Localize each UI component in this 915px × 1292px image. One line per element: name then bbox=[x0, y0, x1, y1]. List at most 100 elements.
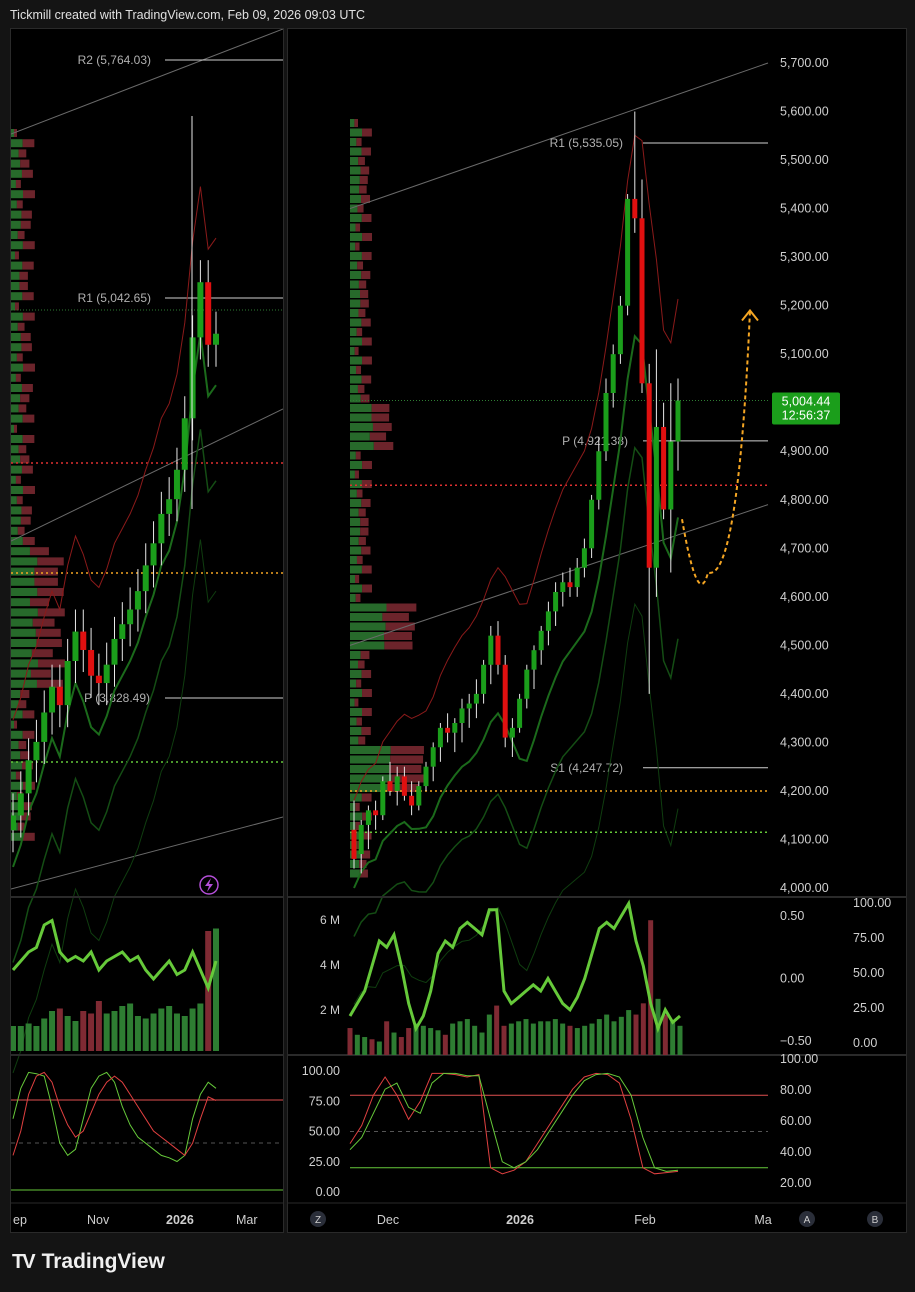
stoch-axis-tick-right: 60.00 bbox=[780, 1114, 811, 1128]
volume-profile-bar bbox=[14, 302, 19, 311]
volume-bar bbox=[582, 1025, 588, 1055]
volume-bar bbox=[64, 1016, 71, 1051]
candle-body bbox=[80, 631, 87, 650]
envelope-band bbox=[12, 186, 217, 720]
volume-profile-bar bbox=[357, 261, 364, 270]
volume-profile-bar bbox=[356, 138, 362, 146]
volume-profile-bar bbox=[17, 231, 25, 239]
candle-body bbox=[423, 766, 429, 787]
candle-body bbox=[661, 426, 667, 510]
volume-profile-bar bbox=[11, 414, 23, 423]
volume-bar bbox=[538, 1021, 544, 1055]
candle-body bbox=[387, 781, 393, 791]
volume-profile-bar bbox=[389, 765, 422, 773]
volume-profile-bar bbox=[22, 414, 35, 423]
left-chart-panel[interactable]: R2 (5,764.03) R1 (5,042.65) P (3,828.49) ep… bbox=[10, 28, 284, 1233]
candle-body bbox=[488, 635, 494, 665]
volume-bar bbox=[618, 1016, 624, 1055]
volume-profile-bar bbox=[21, 210, 32, 219]
volume-profile-bar bbox=[11, 302, 15, 311]
volume-profile-bar bbox=[21, 343, 32, 352]
volume-profile-bar bbox=[350, 869, 360, 878]
volume-profile-bar bbox=[361, 850, 371, 859]
volume-bar bbox=[552, 1019, 558, 1055]
right-chart-svg[interactable]: R1 (5,535.05) P (4,921.38) S1 (4,247.72) 5,… bbox=[288, 29, 906, 1232]
volume-profile-bar bbox=[361, 375, 372, 384]
volume-bar bbox=[457, 1021, 463, 1055]
volume-profile-bar bbox=[11, 700, 19, 709]
volume-profile-bar bbox=[20, 220, 31, 229]
oscillator-axis-tick: 0.00 bbox=[780, 972, 804, 986]
volume-profile-bar bbox=[390, 746, 424, 754]
candle-body bbox=[675, 400, 681, 442]
volume-profile-bar bbox=[11, 639, 37, 647]
volume-profile-bar bbox=[37, 588, 64, 596]
candle-body bbox=[574, 567, 580, 588]
volume-profile-bar bbox=[358, 537, 366, 545]
volume-profile-bar bbox=[11, 669, 31, 678]
x-axis-label: Mar bbox=[236, 1213, 258, 1227]
candle-body bbox=[625, 198, 631, 306]
lightning-icon[interactable] bbox=[199, 875, 219, 895]
volume-bar bbox=[362, 1037, 368, 1055]
candle-body bbox=[41, 712, 48, 742]
volume-axis-tick: 4 M bbox=[320, 958, 340, 972]
price-axis-tick: 5,300.00 bbox=[780, 250, 829, 264]
left-chart-svg[interactable]: R2 (5,764.03) R1 (5,042.65) P (3,828.49) ep… bbox=[10, 28, 284, 1232]
volume-bar bbox=[523, 1019, 529, 1055]
candle-body bbox=[581, 548, 587, 568]
volume-profile-bar bbox=[355, 822, 360, 830]
volume-profile-bar bbox=[11, 506, 22, 515]
volume-profile-bar bbox=[350, 603, 387, 612]
x-axis-label: Feb bbox=[634, 1213, 656, 1227]
candle-body bbox=[545, 611, 551, 631]
volume-profile-bar bbox=[350, 670, 362, 678]
tradingview-brand[interactable]: TV TradingView bbox=[12, 1250, 165, 1274]
x-axis-label: Dec bbox=[377, 1213, 399, 1227]
volume-bar bbox=[662, 1014, 668, 1055]
volume-profile-bar bbox=[350, 128, 363, 137]
volume-profile-bar bbox=[350, 717, 357, 726]
envelope-band bbox=[353, 602, 679, 1005]
brand-name: TradingView bbox=[41, 1250, 165, 1273]
right-chart-panel[interactable]: R1 (5,535.05) P (4,921.38) S1 (4,247.72) 5,… bbox=[287, 28, 907, 1233]
volume-profile-bar bbox=[11, 771, 16, 780]
volume-profile-bar bbox=[350, 727, 362, 735]
volume-bar bbox=[428, 1028, 434, 1055]
volume-profile-bar bbox=[350, 508, 359, 517]
volume-bar bbox=[72, 1021, 79, 1051]
volume-profile-bar bbox=[11, 598, 30, 607]
candle-body bbox=[617, 305, 623, 355]
volume-profile-bar bbox=[384, 641, 413, 650]
volume-bar bbox=[95, 1001, 102, 1051]
volume-profile-bar bbox=[360, 518, 369, 526]
volume-profile-bar bbox=[11, 169, 22, 178]
footer-button-a[interactable]: A bbox=[799, 1211, 815, 1227]
footer-button-z[interactable]: Z bbox=[310, 1211, 326, 1227]
volume-profile-bar bbox=[350, 337, 362, 346]
candle-body bbox=[365, 810, 371, 825]
price-axis-tick: 4,900.00 bbox=[780, 444, 829, 458]
stoch-axis-tick: 0.00 bbox=[316, 1185, 340, 1199]
volume-profile-bar bbox=[14, 424, 18, 433]
volume-profile-bar bbox=[350, 214, 362, 222]
volume-profile-bar bbox=[350, 746, 391, 754]
volume-profile-bar bbox=[382, 613, 409, 621]
volume-profile-bar bbox=[361, 727, 371, 735]
volume-bar bbox=[406, 1028, 412, 1055]
volume-profile-bar bbox=[359, 860, 367, 868]
volume-profile-bar bbox=[22, 363, 35, 372]
volume-bar bbox=[134, 1016, 141, 1051]
footer-button-b[interactable]: B bbox=[867, 1211, 883, 1227]
candle-body bbox=[596, 451, 602, 500]
event-icon-bolt bbox=[205, 878, 213, 892]
volume-bar bbox=[49, 1011, 56, 1051]
volume-profile-bar bbox=[350, 442, 374, 450]
volume-profile-bar bbox=[11, 730, 23, 739]
volume-profile-bar bbox=[350, 499, 362, 507]
volume-profile-bar bbox=[11, 322, 18, 331]
volume-profile-bar bbox=[19, 271, 28, 280]
price-axis-tick: 5,600.00 bbox=[780, 105, 829, 119]
volume-profile-bar bbox=[11, 292, 23, 301]
volume-bar bbox=[420, 1025, 426, 1055]
